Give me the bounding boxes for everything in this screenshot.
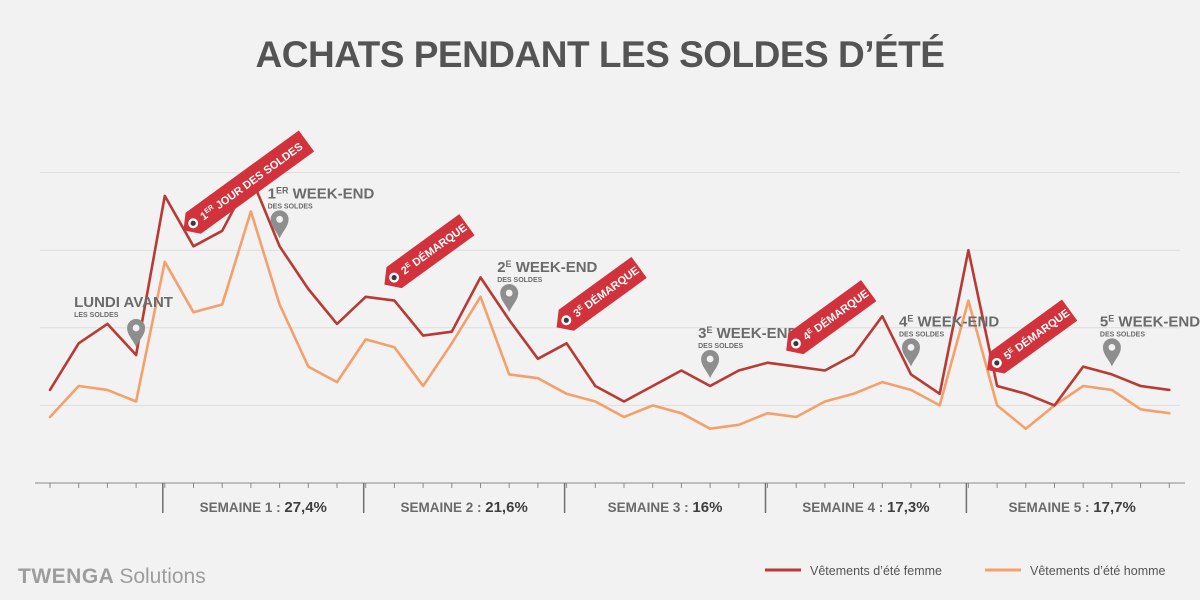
week-label-name: SEMAINE 2 : xyxy=(400,500,485,515)
pin-body xyxy=(500,284,519,313)
marker-title-rest: WEEK-END xyxy=(1114,313,1200,330)
price-tag-sup: E xyxy=(1007,346,1015,355)
price-tag-shape xyxy=(183,130,315,234)
week-share-value: 17,7% xyxy=(1093,499,1136,516)
marker-title-rest: WEEK-END xyxy=(712,325,798,342)
marker-title: 2E WEEK-END xyxy=(497,259,597,276)
marker-title-main: 1 xyxy=(268,185,276,202)
location-pin-icon xyxy=(701,350,720,378)
marker-title-rest: WEEK-END xyxy=(913,313,999,330)
week-label: SEMAINE 3 : 16% xyxy=(608,499,723,516)
legend-label-1: Vêtements d’été homme xyxy=(1030,564,1166,578)
price-tag: 2E DÉMARQUE xyxy=(384,214,475,289)
marker-title-sup: E xyxy=(706,325,712,335)
price-tag-hole-dot xyxy=(391,274,397,281)
legend-label-0: Vêtements d’été femme xyxy=(810,564,942,578)
price-tag-label: 2E DÉMARQUE xyxy=(399,221,470,277)
location-pin-icon xyxy=(902,338,920,367)
gridlines xyxy=(40,172,1180,406)
marker-title-sup: E xyxy=(506,259,512,269)
legend: Vêtements d’été femme Vêtements d’été hom… xyxy=(765,564,1166,578)
price-tag-hole-dot xyxy=(563,317,569,323)
marker-title: LUNDI AVANT xyxy=(74,294,173,311)
series-line-1 xyxy=(48,210,1171,431)
location-pin-icon xyxy=(1102,338,1121,367)
week-label-name: SEMAINE 3 : xyxy=(608,500,693,515)
brand-logo: TWENGA Solutions xyxy=(18,565,206,589)
price-tag: 5E DÉMARQUE xyxy=(987,299,1078,374)
week-label: SEMAINE 1 : 27,4% xyxy=(200,499,327,516)
marker-title-sup: E xyxy=(907,313,913,323)
week-label-name: SEMAINE 5 : xyxy=(1009,500,1094,515)
location-pin-icon xyxy=(270,210,289,239)
week-share-value: 21,6% xyxy=(485,499,528,516)
pin-body xyxy=(902,338,920,367)
marker-title: 5E WEEK-END xyxy=(1100,313,1200,330)
price-tag-shape xyxy=(384,214,475,289)
marker-title-sup: E xyxy=(1108,313,1114,323)
marker-title-main: LUNDI AVANT xyxy=(74,294,173,311)
week-label: SEMAINE 5 : 17,7% xyxy=(1009,499,1136,516)
marker-title: 4E WEEK-END xyxy=(899,313,999,330)
week-label-name: SEMAINE 4 : xyxy=(802,500,887,515)
marker-title: 1ER WEEK-END xyxy=(268,185,375,202)
price-tag-sup: E xyxy=(404,261,412,270)
pin-hole xyxy=(706,355,714,363)
week-share-value: 17,3% xyxy=(887,499,930,516)
price-tag-shape xyxy=(987,299,1078,374)
pin-body xyxy=(701,350,720,378)
price-tag-hole-dot xyxy=(793,340,799,347)
week-label-name: SEMAINE 1 : xyxy=(200,500,285,515)
marker-title: 3E WEEK-END xyxy=(698,325,798,342)
marker-subtitle: DES SOLDES xyxy=(1100,331,1145,338)
price-tag-sup: E xyxy=(576,304,584,313)
week-label: SEMAINE 4 : 17,3% xyxy=(802,499,929,516)
marker-subtitle: DES SOLDES xyxy=(268,203,313,210)
marker-subtitle: DES SOLDES xyxy=(698,343,743,350)
pin-hole xyxy=(132,324,140,332)
brand-name: TWENGA xyxy=(18,565,115,588)
marker-title-sup: ER xyxy=(276,185,289,195)
week-share-value: 16% xyxy=(692,499,722,516)
week-labels: SEMAINE 1 : 27,4% SEMAINE 2 : 21,6% SEMAIN… xyxy=(162,483,1136,516)
marker-subtitle: DES SOLDES xyxy=(497,277,542,284)
pin-hole xyxy=(505,289,513,297)
price-tag-label: 4E DÉMARQUE xyxy=(800,287,871,343)
price-tag-label: 5E DÉMARQUE xyxy=(1001,306,1072,362)
chart-title: ACHATS PENDANT LES SOLDES D’ÉTÉ xyxy=(255,34,945,75)
marker-subtitle: LES SOLDES xyxy=(74,312,119,319)
marker-title-rest: WEEK-END xyxy=(512,259,598,276)
marker-subtitle: DES SOLDES xyxy=(899,331,944,338)
pin-body xyxy=(270,210,289,239)
price-tag-shape xyxy=(556,256,647,331)
marker-title-rest: WEEK-END xyxy=(288,185,374,202)
price-tag-hole-dot xyxy=(994,360,1000,366)
pin-hole xyxy=(1108,343,1116,351)
location-pin-icon xyxy=(500,284,519,313)
pin-hole xyxy=(276,215,283,223)
price-tag-sup: ER xyxy=(203,204,215,215)
marker-title-main: 2 xyxy=(497,259,505,276)
location-pin-icon xyxy=(127,318,146,347)
week-label: SEMAINE 2 : 21,6% xyxy=(400,499,527,516)
brand-product: Solutions xyxy=(119,565,206,588)
pin-body xyxy=(127,318,146,347)
price-tag-hole-dot xyxy=(190,220,196,226)
marker-title-main: 5 xyxy=(1100,313,1108,330)
week-share-value: 27,4% xyxy=(284,499,327,516)
pin-body xyxy=(1102,338,1121,367)
marker-title-main: 3 xyxy=(698,325,706,342)
marker-title-main: 4 xyxy=(899,313,908,330)
x-axis xyxy=(35,482,1185,488)
price-tag-sup: E xyxy=(806,327,814,336)
price-tag: 4E DÉMARQUE xyxy=(786,280,877,355)
price-tag-shape xyxy=(786,280,877,355)
pin-hole xyxy=(907,343,915,351)
